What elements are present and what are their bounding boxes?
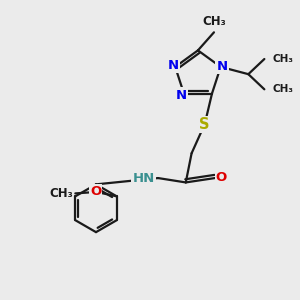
Text: N: N <box>176 88 187 101</box>
Text: O: O <box>216 171 227 184</box>
Text: N: N <box>167 59 178 72</box>
Text: CH₃: CH₃ <box>272 84 293 94</box>
Text: HN: HN <box>132 172 154 184</box>
Text: N: N <box>217 60 228 74</box>
Text: CH₃: CH₃ <box>203 15 226 28</box>
Text: S: S <box>200 117 210 132</box>
Text: O: O <box>90 185 101 198</box>
Text: CH₃: CH₃ <box>272 54 293 64</box>
Text: CH₃: CH₃ <box>49 187 73 200</box>
